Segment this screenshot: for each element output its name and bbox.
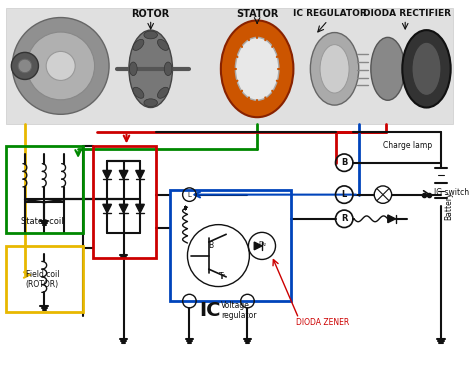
Bar <box>6 146 83 233</box>
Ellipse shape <box>157 87 169 98</box>
Text: B: B <box>341 158 347 167</box>
Bar <box>6 8 453 124</box>
Ellipse shape <box>371 37 405 100</box>
Ellipse shape <box>310 33 359 105</box>
Ellipse shape <box>164 62 172 76</box>
Text: (ROTOR): (ROTOR) <box>26 280 59 289</box>
Ellipse shape <box>402 30 451 108</box>
Text: Stator coil: Stator coil <box>21 217 64 226</box>
Ellipse shape <box>18 59 32 73</box>
Ellipse shape <box>221 21 293 117</box>
Ellipse shape <box>129 62 137 76</box>
Polygon shape <box>136 204 145 213</box>
Text: D₂: D₂ <box>258 241 266 247</box>
Text: B: B <box>208 241 213 250</box>
Ellipse shape <box>412 42 441 95</box>
Bar <box>170 190 291 301</box>
Text: Field coil: Field coil <box>26 270 59 279</box>
Polygon shape <box>103 170 111 179</box>
Ellipse shape <box>236 37 279 100</box>
Ellipse shape <box>133 87 144 98</box>
Text: Voltage
regulator: Voltage regulator <box>221 301 257 320</box>
Polygon shape <box>119 170 128 179</box>
Text: L: L <box>187 192 191 197</box>
Text: L: L <box>342 190 347 199</box>
Ellipse shape <box>27 32 94 100</box>
Bar <box>92 146 155 258</box>
Ellipse shape <box>46 51 75 80</box>
Polygon shape <box>103 204 111 213</box>
Polygon shape <box>388 215 395 223</box>
Ellipse shape <box>144 31 157 39</box>
Text: IC: IC <box>199 301 220 320</box>
Polygon shape <box>119 204 128 213</box>
Text: IC REGULATOR: IC REGULATOR <box>293 9 366 18</box>
Text: DIODA RECTIFIER: DIODA RECTIFIER <box>363 9 451 18</box>
Ellipse shape <box>129 30 173 108</box>
Text: IG switch: IG switch <box>434 188 469 197</box>
Ellipse shape <box>133 39 144 50</box>
Ellipse shape <box>11 52 38 80</box>
Ellipse shape <box>12 18 109 114</box>
Text: Battery: Battery <box>444 192 453 221</box>
Polygon shape <box>254 242 262 250</box>
Text: Charge lamp: Charge lamp <box>383 141 432 150</box>
Text: STATOR: STATOR <box>236 9 278 19</box>
Text: R: R <box>341 214 347 224</box>
Bar <box>6 246 83 312</box>
Text: Tr: Tr <box>219 272 226 281</box>
Ellipse shape <box>320 45 349 93</box>
Ellipse shape <box>157 39 169 50</box>
Text: ROTOR: ROTOR <box>132 9 170 19</box>
Text: DIODA ZENER: DIODA ZENER <box>296 318 349 327</box>
Ellipse shape <box>144 99 157 106</box>
Polygon shape <box>136 170 145 179</box>
